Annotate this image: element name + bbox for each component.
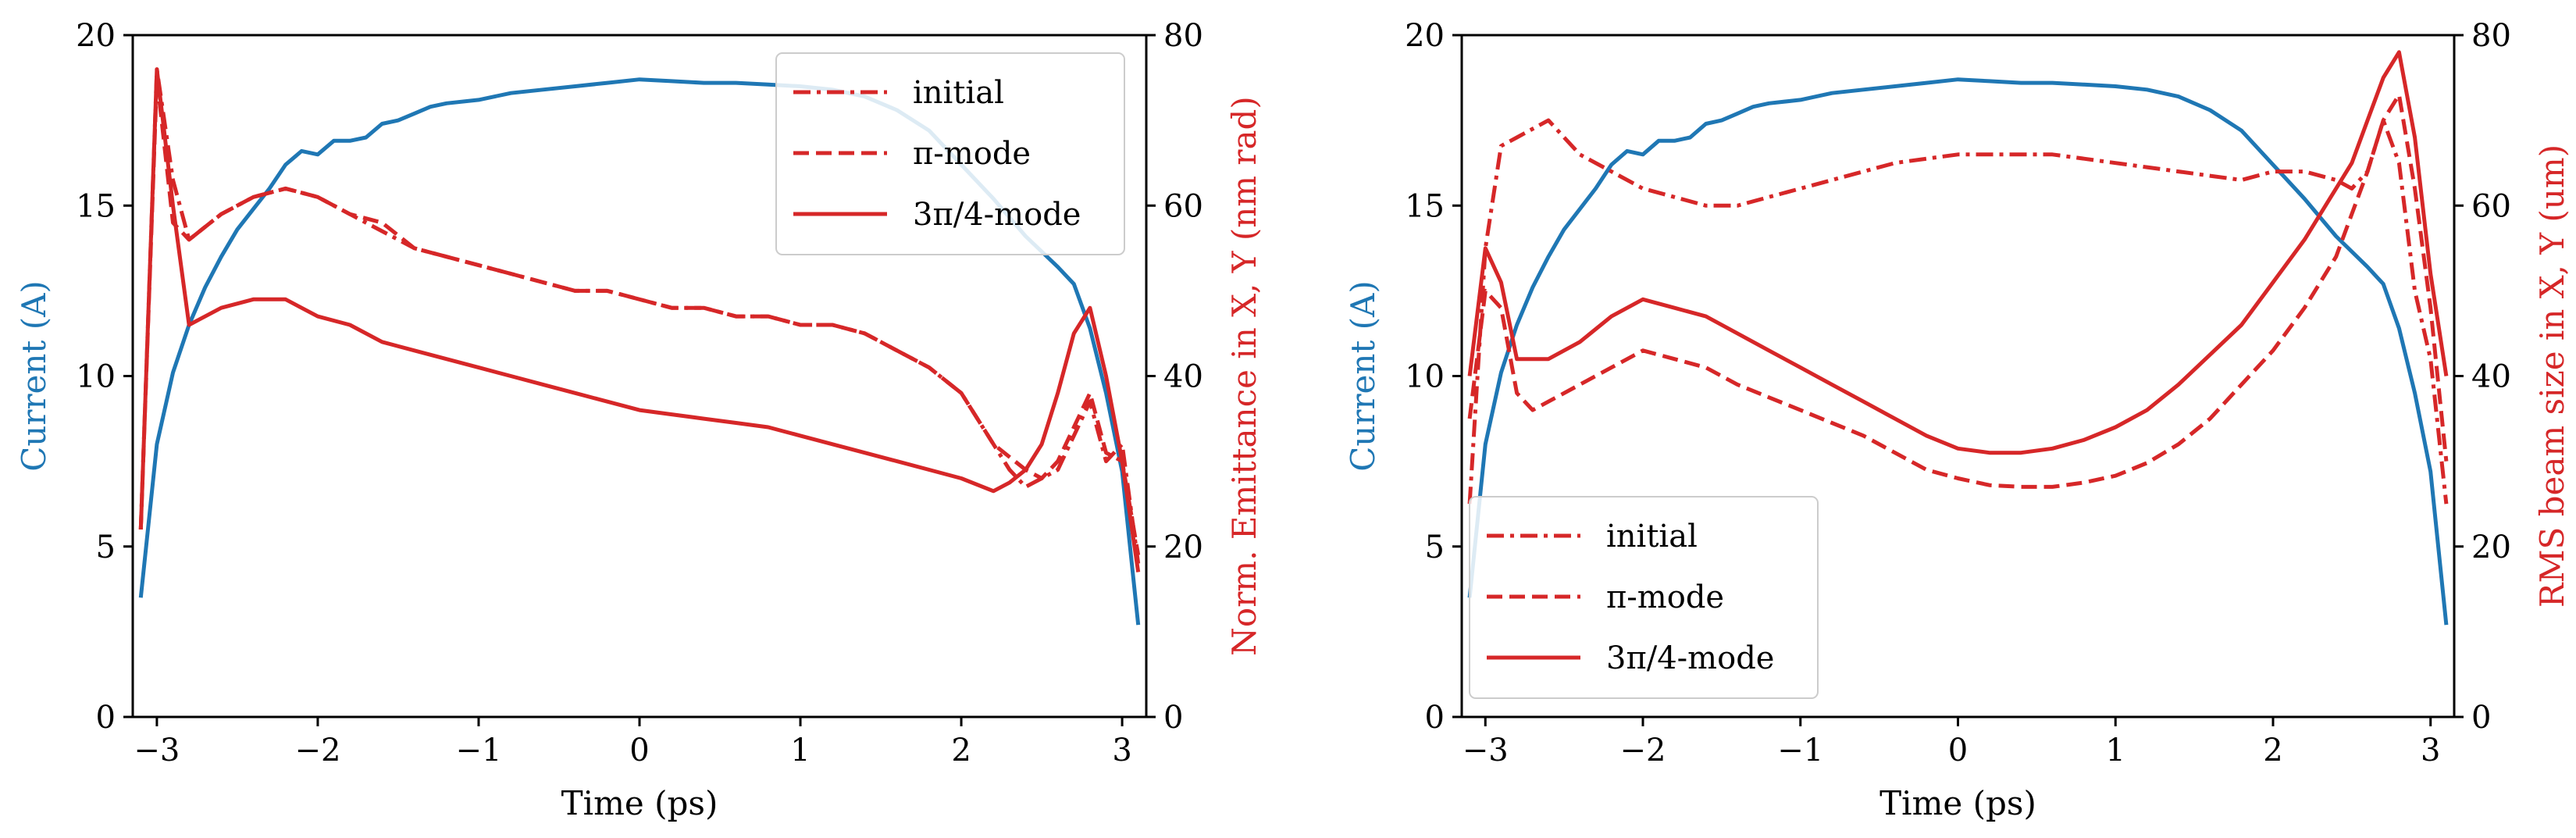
y-right-tick-label: 80: [1163, 18, 1203, 54]
y-right-tick-label: 60: [2471, 188, 2511, 224]
y-right-tick-label: 20: [2471, 530, 2511, 565]
legend-label: initial: [913, 75, 1004, 111]
y-right-axis-label: RMS beam size in X, Y (um): [2533, 144, 2571, 608]
y-left-axis-label: Current (A): [15, 280, 53, 472]
x-tick-label: −1: [1777, 733, 1823, 768]
series-line-dashdot: [1467, 118, 2449, 505]
y-left-tick-label: 15: [76, 188, 116, 224]
y-left-tick-label: 0: [96, 700, 116, 736]
series-line-solid: [1467, 50, 2449, 455]
legend-box: [1469, 496, 1819, 699]
x-tick-label: 2: [951, 733, 971, 768]
legend-label: π-mode: [913, 136, 1031, 172]
x-tick-label: 1: [790, 733, 810, 768]
series-line-dashed: [1467, 92, 2449, 489]
current-line: [1467, 77, 2449, 626]
y-left-tick-label: 0: [1425, 700, 1445, 736]
legend-label: 3π/4-mode: [913, 197, 1081, 233]
y-right-tick-label: 0: [2471, 700, 2491, 736]
x-tick-label: −3: [1463, 733, 1509, 768]
x-tick-label: −2: [1620, 733, 1666, 768]
x-tick-label: 0: [629, 733, 649, 768]
legend-box: [775, 52, 1125, 255]
legend-label: initial: [1606, 519, 1698, 555]
series-line-dashdot: [138, 67, 1141, 564]
x-tick-label: 3: [2421, 733, 2440, 768]
y-left-tick-label: 15: [1405, 188, 1445, 224]
x-tick-label: −2: [294, 733, 340, 768]
legend: initial π-mode 3π/4-mode: [1469, 496, 1819, 699]
y-right-tick-label: 60: [1163, 188, 1203, 224]
legend-label: π-mode: [1606, 579, 1724, 615]
y-left-tick-label: 20: [76, 18, 116, 54]
y-left-tick-label: 10: [1405, 359, 1445, 395]
x-tick-label: 2: [2263, 733, 2282, 768]
series-line-solid: [138, 67, 1141, 572]
y-right-tick-label: 0: [1163, 700, 1183, 736]
x-tick-label: −1: [455, 733, 501, 768]
legend-label: 3π/4-mode: [1606, 640, 1774, 676]
series-line-dashed: [138, 76, 1141, 556]
y-right-tick-label: 40: [2471, 359, 2511, 395]
x-tick-label: −3: [134, 733, 180, 768]
y-right-axis-label: Norm. Emittance in X, Y (nm rad): [1225, 96, 1263, 656]
y-left-tick-label: 10: [76, 359, 116, 395]
x-tick-label: 0: [1948, 733, 1968, 768]
y-right-tick-label: 40: [1163, 359, 1203, 395]
y-right-tick-label: 80: [2471, 18, 2511, 54]
y-left-tick-label: 5: [96, 530, 116, 565]
legend: initial π-mode 3π/4-mode: [775, 52, 1125, 255]
x-tick-label: 1: [2106, 733, 2125, 768]
y-left-tick-label: 5: [1425, 530, 1445, 565]
y-right-tick-label: 20: [1163, 530, 1203, 565]
x-axis-label: Time (ps): [1879, 784, 2036, 822]
y-left-tick-label: 20: [1405, 18, 1445, 54]
x-axis-label: Time (ps): [561, 784, 718, 822]
y-left-axis-label: Current (A): [1344, 280, 1382, 472]
x-tick-label: 3: [1112, 733, 1131, 768]
